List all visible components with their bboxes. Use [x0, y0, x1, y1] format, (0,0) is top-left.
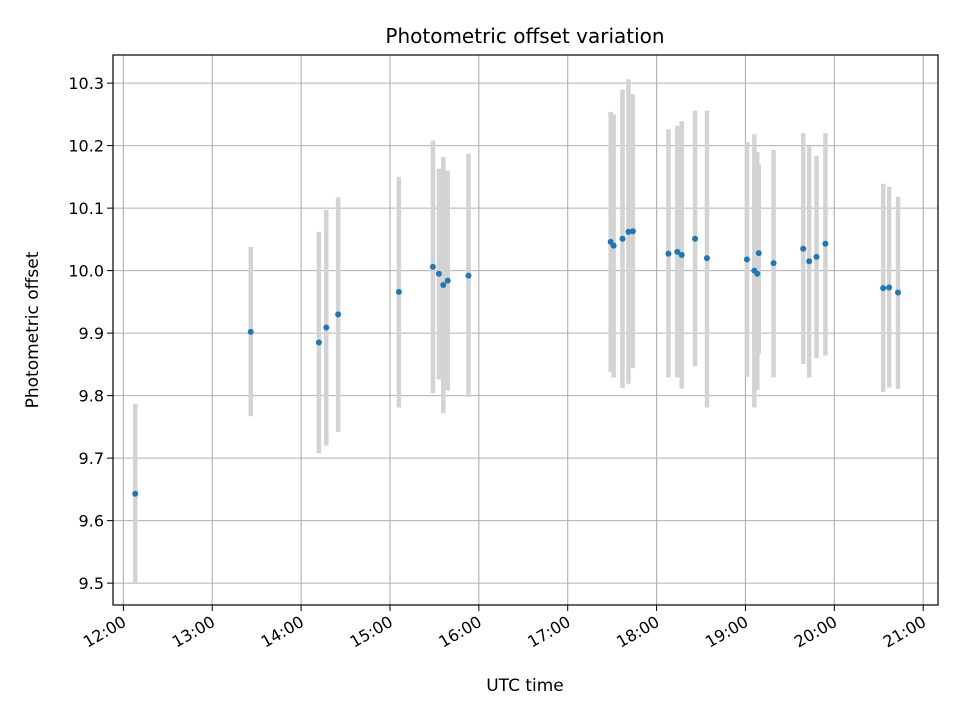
data-point	[743, 256, 750, 263]
data-point	[335, 311, 342, 318]
data-point	[770, 260, 777, 267]
data-point	[754, 270, 761, 277]
y-tick-label: 9.6	[79, 512, 104, 531]
data-point	[625, 228, 632, 235]
chart-title: Photometric offset variation	[385, 24, 664, 48]
y-tick-label: 9.9	[79, 324, 104, 343]
data-point	[755, 250, 762, 257]
y-tick-label: 10.3	[68, 74, 104, 93]
data-point	[619, 235, 626, 242]
data-point	[315, 339, 322, 346]
plot-frame	[112, 54, 939, 606]
data-point	[800, 245, 807, 252]
data-point	[629, 228, 636, 235]
data-point	[822, 240, 829, 247]
data-point	[444, 277, 451, 284]
y-axis-label: Photometric offset	[23, 251, 43, 408]
data-point	[895, 289, 902, 296]
y-tick-label: 10.0	[68, 262, 104, 281]
data-point	[132, 490, 139, 497]
y-tick-label: 9.7	[79, 449, 104, 468]
data-point	[429, 263, 436, 270]
y-tick-label: 10.1	[68, 199, 104, 218]
data-point	[806, 258, 813, 265]
data-point	[247, 328, 254, 335]
y-axis-ticks: 9.5 9.6 9.7 9.8 9.9 10.0 10.1 10.2 10.3	[68, 74, 113, 593]
data-point	[435, 270, 442, 277]
data-point	[440, 282, 447, 288]
x-axis-label: UTC time	[486, 676, 564, 696]
data-point	[465, 272, 472, 279]
data-point	[674, 248, 681, 255]
data-point	[323, 324, 330, 331]
data-point	[665, 250, 672, 257]
data-point	[886, 284, 893, 291]
y-tick-label: 9.5	[79, 574, 104, 593]
data-point	[610, 242, 617, 249]
y-tick-label: 9.8	[79, 387, 104, 406]
data-point	[813, 253, 820, 260]
data-point	[395, 288, 402, 295]
y-tick-label: 10.2	[68, 137, 104, 156]
grid	[113, 55, 938, 605]
data-point	[678, 252, 685, 258]
data-point	[703, 255, 710, 262]
data-points	[132, 228, 902, 497]
data-point	[880, 285, 887, 292]
data-point	[692, 235, 699, 242]
